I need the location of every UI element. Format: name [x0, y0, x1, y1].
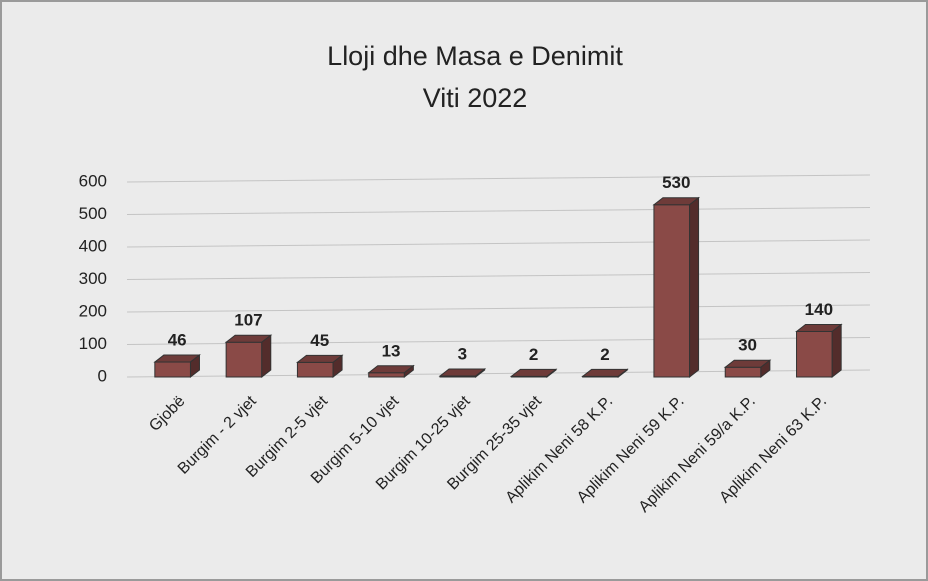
y-tick-label: 100	[79, 334, 107, 353]
bar	[653, 204, 691, 378]
bar-side	[332, 354, 343, 379]
y-tick-label: 400	[79, 236, 107, 255]
data-label: 2	[529, 345, 538, 364]
y-tick-label: 500	[79, 204, 107, 223]
y-tick-label: 200	[79, 301, 107, 320]
grid-line	[126, 239, 871, 248]
data-label: 2	[600, 345, 609, 364]
bar	[154, 361, 191, 378]
grid-line	[126, 174, 871, 183]
bar-side	[760, 359, 771, 379]
data-label: 30	[738, 336, 757, 355]
data-label: 107	[234, 311, 262, 330]
grid-line	[126, 207, 871, 215]
bar-side	[546, 368, 557, 379]
data-label: 3	[458, 345, 467, 364]
data-label: 140	[805, 300, 833, 319]
grid-line	[126, 272, 871, 280]
bar-side	[617, 368, 628, 379]
data-label: 45	[310, 331, 329, 350]
grid-line	[126, 304, 871, 313]
bar-side	[475, 368, 486, 379]
y-tick-label: 300	[79, 269, 107, 288]
data-label: 13	[382, 341, 401, 360]
data-label: 530	[662, 173, 690, 192]
bar-side	[689, 196, 700, 379]
y-tick-label: 600	[79, 171, 107, 190]
bar	[368, 372, 405, 378]
bar-side	[261, 334, 272, 379]
bar	[296, 361, 334, 378]
y-tick-label: 0	[98, 366, 107, 385]
bar	[724, 366, 762, 378]
chart-subtitle: Viti 2022	[423, 83, 528, 113]
bar	[796, 331, 833, 378]
data-label: 46	[168, 331, 187, 350]
bar-side	[831, 323, 842, 379]
bar	[225, 341, 263, 378]
bar-side	[189, 354, 200, 379]
chart-title: Lloji dhe Masa e Denimit	[327, 41, 623, 71]
bar-side	[403, 364, 414, 379]
